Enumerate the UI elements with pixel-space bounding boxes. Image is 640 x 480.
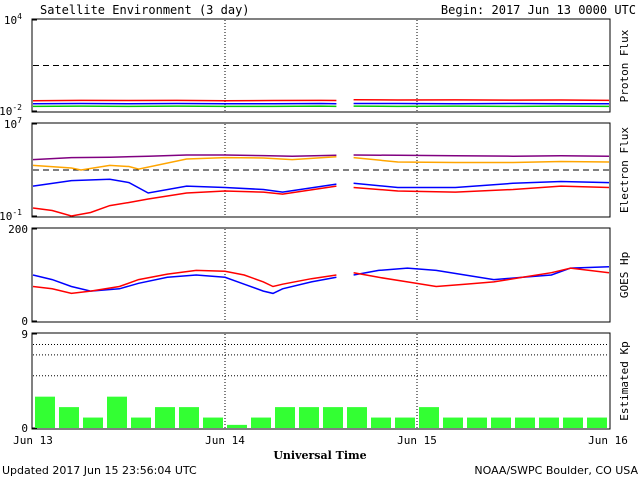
kp-bar: [563, 417, 583, 428]
y-tick-label: 10-1: [0, 208, 22, 223]
y-tick-label: 9: [21, 328, 28, 341]
kp-bar: [539, 417, 559, 428]
kp-bar: [467, 417, 487, 428]
series-line-electron-1: [353, 156, 610, 164]
kp-bar: [347, 407, 367, 428]
kp-bar: [443, 417, 463, 428]
proton-flux-axis-title: Proton Flux: [618, 29, 631, 102]
series-line-electron-3: [32, 185, 337, 217]
x-tick-label-jun13: Jun 13: [13, 434, 53, 447]
kp-bar: [227, 424, 247, 428]
kp-bar: [395, 417, 415, 428]
kp-bar: [59, 407, 79, 428]
kp-bar: [491, 417, 511, 428]
series-line-electron-0: [32, 154, 337, 161]
series-line-electron-0: [353, 154, 610, 157]
series-line-goes_hp-1: [32, 269, 337, 295]
kp-bar: [179, 407, 199, 428]
kp-bar: [83, 417, 103, 428]
estimated-kp-axis-title: Estimated Kp: [618, 341, 631, 420]
y-tick-label: 107: [4, 116, 22, 131]
electron-panel-frame: [31, 122, 611, 218]
electron-flux-axis-title: Electron Flux: [618, 127, 631, 213]
series-line-electron-2: [32, 178, 337, 194]
updated-timestamp: Updated 2017 Jun 15 23:56:04 UTC: [2, 464, 197, 477]
series-line-electron-3: [353, 185, 610, 193]
x-tick-label-jun15: Jun 15: [397, 434, 437, 447]
y-tick-label: 200: [8, 223, 28, 236]
kp-bar: [419, 407, 439, 428]
x-tick-label-jun14: Jun 14: [205, 434, 245, 447]
kp-bar: [299, 407, 319, 428]
kp-bar: [275, 407, 295, 428]
x-axis-title: Universal Time: [273, 449, 366, 462]
kp-bar: [515, 417, 535, 428]
goes-hp-axis-title: GOES Hp: [618, 252, 631, 298]
series-line-goes_hp-0: [32, 274, 337, 295]
begin-time-label: Begin: 2017 Jun 13 0000 UTC: [441, 3, 636, 17]
kp-bar: [107, 396, 127, 428]
kp-bar: [203, 417, 223, 428]
kp-bar: [587, 417, 607, 428]
credit-text: NOAA/SWPC Boulder, CO USA: [474, 464, 638, 477]
x-tick-label-jun16: Jun 16: [588, 434, 628, 447]
kp-bar: [323, 407, 343, 428]
kp-bar: [251, 417, 271, 428]
series-line-electron-1: [32, 156, 337, 171]
series-line-goes_hp-1: [353, 267, 610, 288]
series-line-goes_hp-0: [353, 265, 610, 281]
kp-bar: [35, 396, 55, 428]
kp-bar: [155, 407, 175, 428]
kp-bar: [131, 417, 151, 428]
goes-hp-panel-frame: [31, 227, 611, 323]
proton-panel-frame: [31, 18, 611, 113]
y-tick-label: 0: [21, 315, 28, 328]
kp-bar: [371, 417, 391, 428]
y-tick-label: 0: [21, 422, 28, 435]
y-tick-label: 104: [4, 12, 22, 27]
series-line-electron-2: [353, 180, 610, 189]
series-line-proton-0: [353, 99, 610, 102]
kp-panel-frame: [31, 332, 611, 430]
plot-title: Satellite Environment (3 day): [40, 3, 250, 17]
